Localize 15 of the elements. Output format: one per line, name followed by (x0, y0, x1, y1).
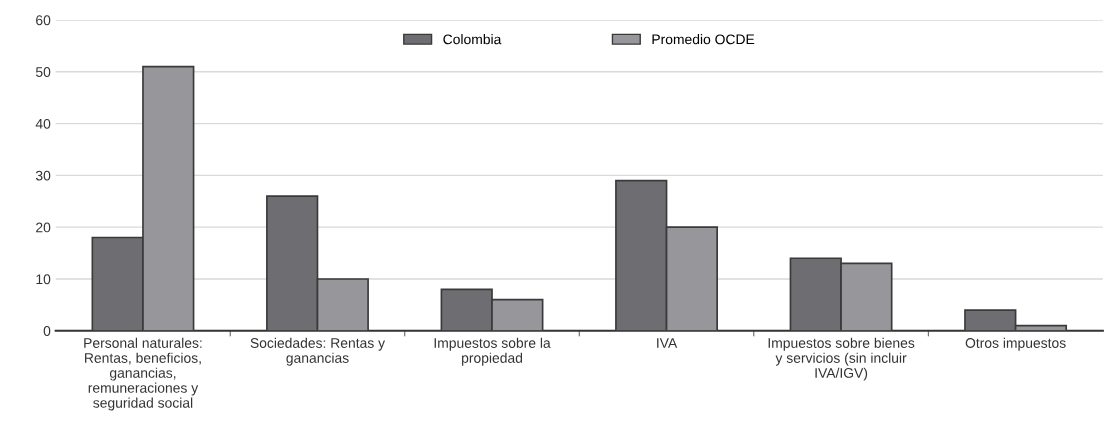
x-tick-label: Personal naturales: Rentas, beneficios, ganancias, remuneraciones y seguridad social (84, 337, 202, 411)
x-tick-label: IVA (657, 338, 678, 348)
legend-label: Promedio OCDE (652, 34, 755, 45)
y-tick-label: 10 (36, 274, 51, 285)
y-tick-label: 40 (35, 118, 51, 129)
y-tick-label: 20 (36, 222, 51, 233)
y-tick-label: 0 (43, 326, 51, 336)
x-tick-label: Sociedades: Rentas y ganancias (250, 337, 386, 366)
legend-label: Colombia (443, 34, 502, 45)
y-tick-label: 50 (35, 67, 51, 77)
x-tick-label: Impuestos sobre bienes y servicios (sin incluir IVA/IGV) (768, 337, 915, 381)
y-tick-label: 60 (36, 15, 51, 26)
y-tick-label: 30 (35, 170, 51, 181)
x-tick-label: Impuestos sobre la propiedad (434, 337, 551, 366)
x-tick-label: Otros impuestos (965, 337, 1066, 351)
